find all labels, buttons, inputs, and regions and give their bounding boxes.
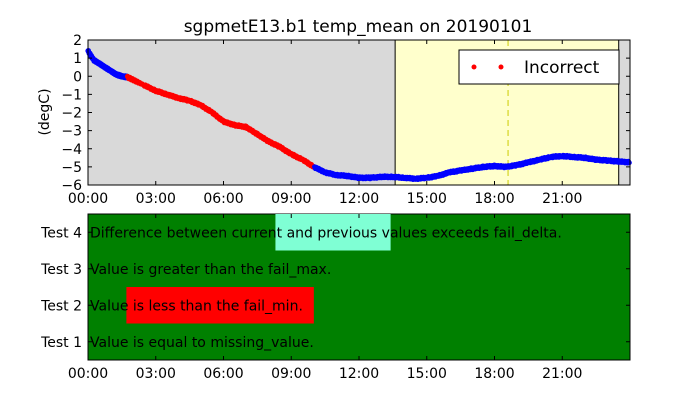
test-description: Value is greater than the fail_max. xyxy=(90,262,331,278)
y-tick-label: 1 xyxy=(73,51,82,67)
legend-label-incorrect: Incorrect xyxy=(524,58,600,78)
y-tick-label: −3 xyxy=(61,124,82,140)
y-tick-label: −2 xyxy=(61,106,82,122)
x-tick-label: 15:00 xyxy=(407,191,447,207)
test-description: Value is less than the fail_min. xyxy=(90,298,303,314)
test-label: Test 2 xyxy=(40,298,82,314)
test-description: Value is equal to missing_value. xyxy=(90,335,314,351)
x-tick-label: 21:00 xyxy=(542,191,582,207)
legend: Incorrect xyxy=(458,49,620,85)
x-tick-label: 12:00 xyxy=(339,366,379,382)
x-axis-ticks: 00:00 03:00 06:00 09:00 12:00 15:00 18:00 21:00 xyxy=(68,40,582,207)
x-tick-label: 18:00 xyxy=(474,191,514,207)
x-tick-label: 03:00 xyxy=(136,191,176,207)
y-tick-label: 0 xyxy=(73,69,82,85)
x-tick-label: 21:00 xyxy=(542,366,582,382)
temp-mean-chart: sgpmetE13.b1 temp_mean on 20190101 2 1 0 −1… xyxy=(37,17,632,207)
flag-bar xyxy=(275,214,391,251)
x-tick-label: 00:00 xyxy=(68,366,108,382)
x-tick-label: 09:00 xyxy=(271,191,311,207)
qc-test-panel: Test 4 Difference between current and pre… xyxy=(40,213,631,382)
flag-bars xyxy=(126,214,391,324)
flag-bar xyxy=(126,287,314,324)
y-tick-label: −1 xyxy=(61,87,82,103)
data-point xyxy=(626,160,632,166)
legend-marker-dot xyxy=(498,64,504,70)
x-tick-label: 03:00 xyxy=(136,366,176,382)
y-tick-label: −6 xyxy=(61,178,82,194)
y-tick-label: −5 xyxy=(61,160,82,176)
legend-marker-dot xyxy=(471,64,477,70)
test-label: Test 4 xyxy=(40,225,82,241)
y-axis-ticks: 2 1 0 −1 −2 −3 −4 −5 −6 xyxy=(61,33,630,194)
x-tick-label: 00:00 xyxy=(68,191,108,207)
x-tick-label: 09:00 xyxy=(271,366,311,382)
test-description: Difference between current and previous … xyxy=(90,225,562,241)
legend-box xyxy=(458,49,620,85)
y-tick-label: 2 xyxy=(73,33,82,49)
x-tick-label: 12:00 xyxy=(339,191,379,207)
x-tick-label: 06:00 xyxy=(203,366,243,382)
test-label: Test 3 xyxy=(40,262,82,278)
test-rows: Test 4 Difference between current and pre… xyxy=(40,225,630,351)
x-tick-label: 15:00 xyxy=(407,366,447,382)
series-points xyxy=(85,48,632,182)
x-tick-label: 18:00 xyxy=(474,366,514,382)
y-axis-label: (degC) xyxy=(37,88,53,135)
x-tick-label: 06:00 xyxy=(203,191,243,207)
y-tick-label: −4 xyxy=(61,142,82,158)
chart-title: sgpmetE13.b1 temp_mean on 20190101 xyxy=(184,17,533,37)
x-axis-ticks-bottom: 00:00 03:00 06:00 09:00 12:00 15:00 18:00 21:00 xyxy=(68,214,582,382)
test-label: Test 1 xyxy=(40,335,82,351)
